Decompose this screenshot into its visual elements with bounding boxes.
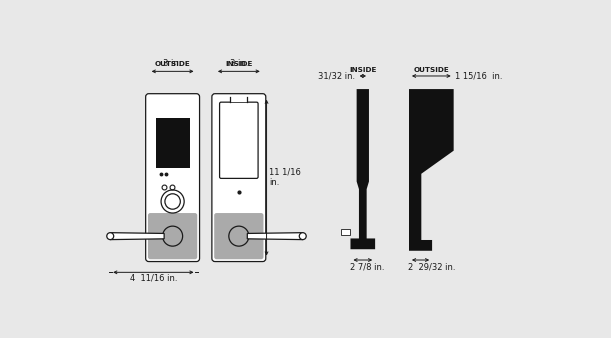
Text: 31/32 in.: 31/32 in. — [318, 71, 355, 80]
Bar — [156, 118, 189, 168]
FancyBboxPatch shape — [212, 94, 266, 262]
FancyBboxPatch shape — [219, 102, 258, 178]
Text: 3 in.: 3 in. — [230, 58, 248, 68]
Text: 2 7/8 in.: 2 7/8 in. — [349, 262, 384, 271]
FancyBboxPatch shape — [148, 213, 197, 259]
Text: 4  11/16 in.: 4 11/16 in. — [130, 274, 177, 283]
Text: INSIDE: INSIDE — [349, 67, 376, 73]
Polygon shape — [110, 233, 164, 240]
Text: OUTSIDE: OUTSIDE — [155, 62, 191, 67]
Polygon shape — [341, 229, 351, 235]
Bar — [230, 96, 247, 102]
Circle shape — [299, 233, 306, 240]
FancyBboxPatch shape — [214, 213, 263, 259]
Polygon shape — [247, 233, 302, 240]
Circle shape — [107, 233, 114, 240]
Text: INSIDE: INSIDE — [225, 62, 252, 67]
Text: 2  29/32 in.: 2 29/32 in. — [408, 262, 456, 271]
FancyBboxPatch shape — [145, 94, 200, 262]
Polygon shape — [351, 89, 375, 249]
Text: OUTSIDE: OUTSIDE — [414, 67, 449, 73]
Text: 1 15/16  in.: 1 15/16 in. — [455, 71, 503, 80]
Polygon shape — [409, 89, 453, 251]
Text: 11 1/16
in.: 11 1/16 in. — [269, 168, 301, 187]
Text: 3 in.: 3 in. — [163, 58, 182, 68]
